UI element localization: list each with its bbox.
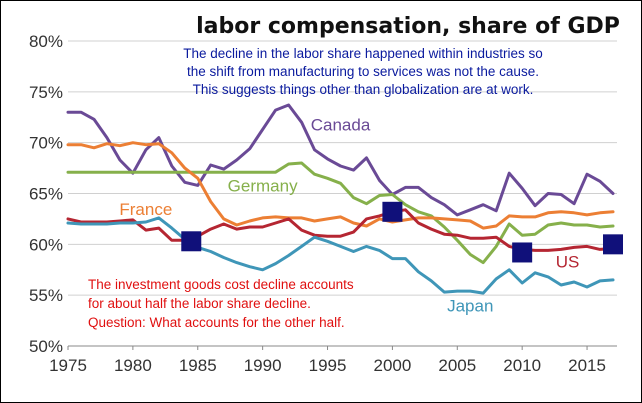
series-line-france (66, 141, 615, 230)
highlight-marker (512, 242, 533, 263)
series-label-us: US (556, 253, 580, 272)
series-line-germany (66, 161, 615, 265)
y-tick-label: 50% (29, 337, 63, 356)
highlight-marker (382, 201, 403, 222)
chart-title: labor compensation, share of GDP (196, 14, 620, 39)
x-tick-label: 2010 (503, 356, 541, 375)
y-tick-label: 60% (29, 235, 63, 254)
series-line-japan (66, 216, 615, 295)
y-tick-label: 55% (29, 286, 63, 305)
x-tick-label: 1995 (309, 356, 347, 375)
highlight-marker (181, 231, 202, 252)
y-tick-label: 70% (29, 134, 63, 153)
bottom-note-line: for about half the labor share decline. (88, 296, 311, 311)
x-tick-label: 1985 (179, 356, 217, 375)
x-tick-label: 1990 (244, 356, 282, 375)
x-tick-label: 2015 (568, 356, 606, 375)
y-tick-label: 65% (29, 185, 63, 204)
top-note-line: the shift from manufacturing to services… (187, 64, 539, 79)
series-label-japan: Japan (447, 296, 493, 315)
x-tick-label: 2000 (373, 356, 411, 375)
top-note-line: This suggests things other than globaliz… (193, 82, 534, 97)
x-tick-label: 2005 (438, 356, 476, 375)
x-tick-label: 1975 (49, 356, 87, 375)
bottom-note-line: Question: What accounts for the other ha… (88, 315, 345, 330)
highlight-marker (603, 234, 623, 255)
top-note-line: The decline in the labor share happened … (183, 46, 542, 61)
series-line-canada (66, 103, 615, 217)
y-tick-label: 75% (29, 83, 63, 102)
bottom-note-line: The investment goods cost decline accoun… (88, 277, 354, 292)
y-tick-label: 80% (29, 32, 63, 51)
series-label-canada: Canada (311, 115, 371, 134)
x-tick-label: 1980 (114, 356, 152, 375)
series-label-germany: Germany (228, 176, 298, 195)
series-label-france: France (119, 200, 172, 219)
